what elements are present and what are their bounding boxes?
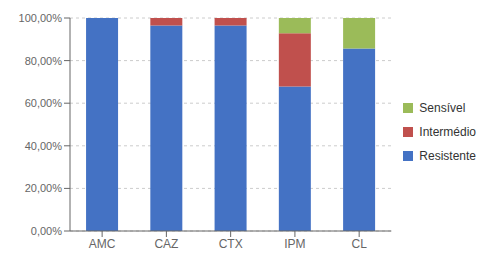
- html-text:Intermédio: Intermédio: [419, 125, 476, 139]
- svg-text:AMC: AMC: [89, 237, 116, 251]
- svg-text:20,00%: 20,00%: [25, 182, 63, 194]
- html-text:Resistente: Resistente: [419, 149, 476, 163]
- svg-text:IPM: IPM: [284, 237, 305, 251]
- svg-text:60,00%: 60,00%: [25, 97, 63, 109]
- svg-text:40,00%: 40,00%: [25, 140, 63, 152]
- svg-text:CL: CL: [351, 237, 367, 251]
- svg-text:100,00%: 100,00%: [19, 12, 63, 24]
- svg-text:CTX: CTX: [219, 237, 243, 251]
- html-text:Sensível: Sensível: [419, 101, 466, 115]
- svg-text:80,00%: 80,00%: [25, 55, 63, 67]
- svg-text:0,00%: 0,00%: [31, 225, 62, 237]
- svg-text:CAZ: CAZ: [154, 237, 178, 251]
